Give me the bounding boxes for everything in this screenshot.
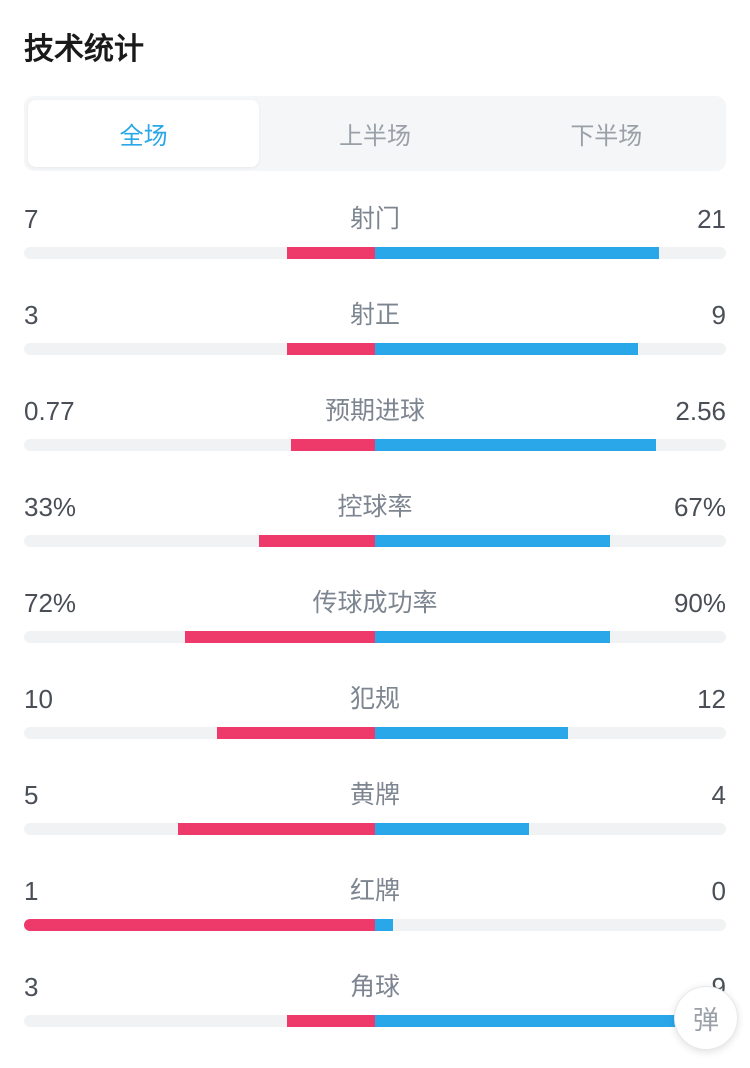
stat-bar <box>24 343 726 355</box>
stat-label: 红牌 <box>114 871 636 907</box>
stat-left-value: 0.77 <box>24 396 114 427</box>
stat-right-value: 0 <box>636 876 726 907</box>
stat-right-value: 4 <box>636 780 726 811</box>
stat-left-value: 33% <box>24 492 114 523</box>
stat-row: 3角球9 <box>24 967 726 1027</box>
tab-1[interactable]: 上半场 <box>259 100 490 167</box>
stat-row: 33%控球率67% <box>24 487 726 547</box>
stat-label: 黄牌 <box>114 775 636 811</box>
stat-label: 射正 <box>114 295 636 331</box>
stat-bar <box>24 439 726 451</box>
stat-bar <box>24 823 726 835</box>
stat-left-value: 72% <box>24 588 114 619</box>
page-title: 技术统计 <box>24 24 726 68</box>
stat-row: 10犯规12 <box>24 679 726 739</box>
stat-right-value: 90% <box>636 588 726 619</box>
stat-row: 7射门21 <box>24 199 726 259</box>
stat-bar <box>24 919 726 931</box>
stat-right-value: 2.56 <box>636 396 726 427</box>
stat-bar <box>24 247 726 259</box>
stat-label: 角球 <box>114 967 636 1003</box>
stat-right-value: 12 <box>636 684 726 715</box>
stat-row: 72%传球成功率90% <box>24 583 726 643</box>
tab-2[interactable]: 下半场 <box>491 100 722 167</box>
stat-row: 1红牌0 <box>24 871 726 931</box>
stat-right-value: 67% <box>636 492 726 523</box>
tabs-container: 全场上半场下半场 <box>24 96 726 171</box>
stat-label: 预期进球 <box>114 391 636 427</box>
tab-0[interactable]: 全场 <box>28 100 259 167</box>
stat-left-value: 1 <box>24 876 114 907</box>
stat-right-value: 9 <box>636 300 726 331</box>
stat-row: 0.77预期进球2.56 <box>24 391 726 451</box>
fab-button[interactable]: 弹 <box>674 986 738 1050</box>
stat-label: 犯规 <box>114 679 636 715</box>
stat-row: 3射正9 <box>24 295 726 355</box>
stat-right-value: 21 <box>636 204 726 235</box>
stat-left-value: 7 <box>24 204 114 235</box>
stat-left-value: 10 <box>24 684 114 715</box>
stat-bar <box>24 1015 726 1027</box>
stat-label: 传球成功率 <box>114 583 636 619</box>
stat-left-value: 5 <box>24 780 114 811</box>
stat-left-value: 3 <box>24 300 114 331</box>
stat-bar <box>24 535 726 547</box>
stat-label: 控球率 <box>114 487 636 523</box>
stats-list: 7射门213射正90.77预期进球2.5633%控球率67%72%传球成功率90… <box>24 199 726 1027</box>
stat-bar <box>24 631 726 643</box>
stat-row: 5黄牌4 <box>24 775 726 835</box>
stat-left-value: 3 <box>24 972 114 1003</box>
stat-label: 射门 <box>114 199 636 235</box>
stat-bar <box>24 727 726 739</box>
